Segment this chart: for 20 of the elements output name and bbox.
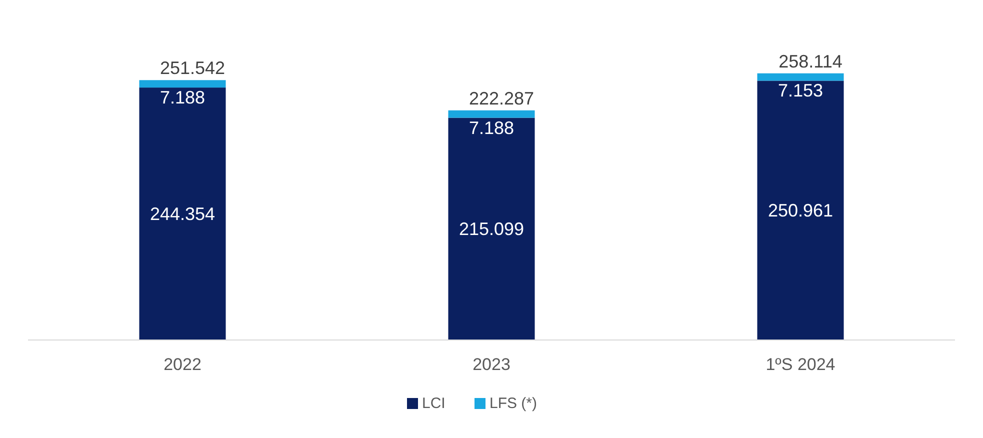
total-label: 222.287 bbox=[468, 88, 534, 108]
legend-label: LFS (*) bbox=[490, 395, 538, 412]
data-label: 244.354 bbox=[150, 204, 216, 224]
x-tick-label: 2023 bbox=[472, 355, 510, 374]
data-label: 7.153 bbox=[778, 80, 824, 101]
total-label: 251.542 bbox=[160, 58, 226, 78]
x-tick-label: 1ºS 2024 bbox=[766, 355, 836, 374]
total-label: 258.114 bbox=[778, 51, 842, 72]
data-label: 7.188 bbox=[468, 118, 514, 138]
bar bbox=[448, 118, 535, 340]
legend-label: LCI bbox=[422, 395, 446, 412]
data-label: 250.961 bbox=[768, 200, 834, 220]
x-tick-label: 2022 bbox=[164, 355, 202, 374]
bar bbox=[448, 110, 535, 118]
bar bbox=[139, 80, 226, 88]
data-label: 7.188 bbox=[160, 88, 206, 108]
data-label: 215.099 bbox=[458, 218, 524, 239]
bar bbox=[757, 80, 844, 340]
bar bbox=[139, 88, 226, 340]
bar bbox=[757, 73, 844, 81]
